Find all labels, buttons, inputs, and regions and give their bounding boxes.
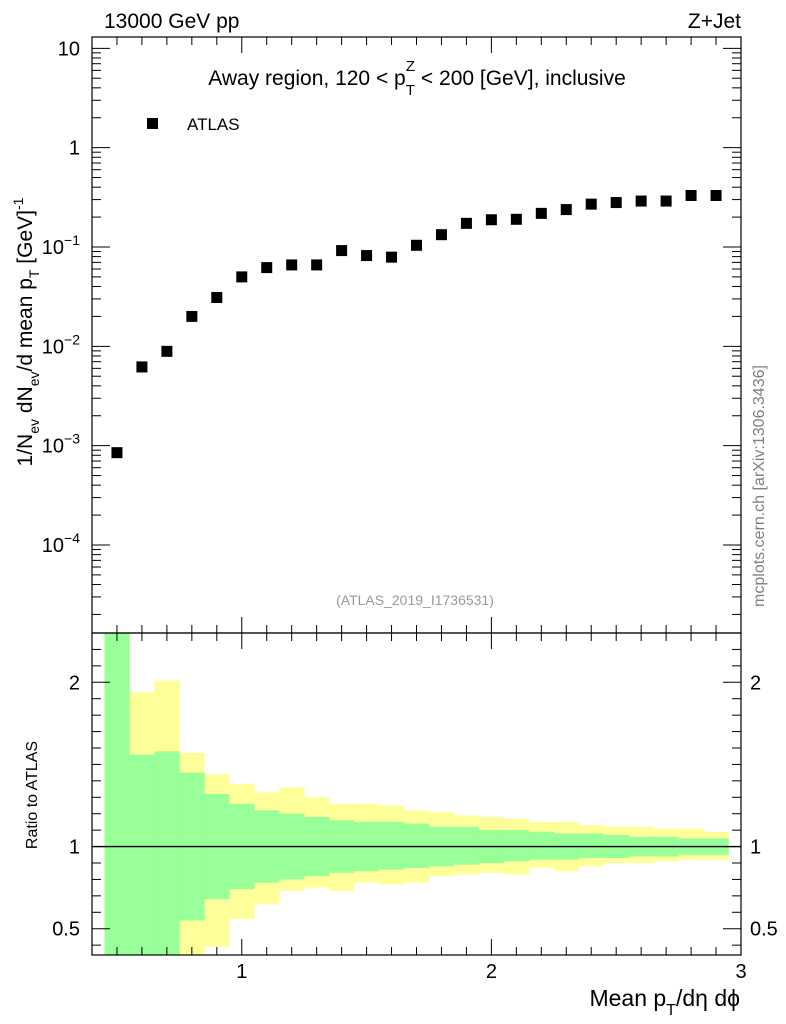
header-process-label: Z+Jet xyxy=(688,10,741,33)
x-tick-label: 2 xyxy=(486,961,497,983)
side-watermark: mcplots.cern.ch [arXiv:1306.3436] xyxy=(751,365,768,607)
inner-band-bin xyxy=(528,831,555,860)
ratio-y-tick-label-right: 1 xyxy=(750,837,761,859)
inner-band-bin xyxy=(379,821,405,870)
data-point xyxy=(286,259,298,271)
data-points xyxy=(111,189,722,459)
ratio-y-tick-label-left: 0.5 xyxy=(52,919,80,941)
data-point xyxy=(386,251,398,263)
tick-labels: 10 1 10−1 10−2 10−3 10−4 2 2 1 1 0.5 0.5 1 2 3 xyxy=(42,38,778,983)
x-tick-label: 3 xyxy=(735,961,746,983)
axes xyxy=(91,36,742,956)
analysis-id: (ATLAS_2019_I1736531) xyxy=(336,592,494,608)
data-point xyxy=(460,217,472,229)
legend-marker xyxy=(147,118,158,129)
data-point xyxy=(411,239,422,251)
x-axis-label: Mean pT/dη dϕ xyxy=(589,985,740,1019)
ratio-y-tick-label-right: 0.5 xyxy=(750,919,778,941)
inner-band-bin xyxy=(104,633,130,955)
inner-band-bin xyxy=(578,833,605,859)
data-point xyxy=(336,245,348,257)
inner-band-bin xyxy=(404,823,430,868)
inner-band-bin xyxy=(453,826,480,865)
ratio-y-tick-label-left: 1 xyxy=(69,837,80,859)
data-point xyxy=(136,361,148,373)
data-point xyxy=(361,250,373,262)
main-y-tick-label: 10−1 xyxy=(42,232,80,259)
main-y-tick-label: 10−2 xyxy=(42,331,80,358)
data-point xyxy=(161,345,173,357)
data-point xyxy=(710,189,722,201)
data-point xyxy=(435,229,447,241)
inner-band-bin xyxy=(154,751,180,955)
data-point xyxy=(610,197,622,209)
data-point xyxy=(660,195,672,207)
legend: ATLAS xyxy=(147,115,240,134)
data-point xyxy=(261,262,273,274)
data-point xyxy=(111,447,123,459)
data-point xyxy=(485,214,497,226)
data-point xyxy=(685,189,697,201)
ratio-y-tick-label-right: 2 xyxy=(750,672,761,694)
inner-band-bin xyxy=(129,754,155,955)
data-point xyxy=(186,310,198,322)
inner-band-bin xyxy=(503,830,530,862)
data-point xyxy=(311,259,323,271)
ratio-y-tick-label-left: 2 xyxy=(69,672,80,694)
ratio-y-axis-label: Ratio to ATLAS xyxy=(24,741,41,849)
main-y-tick-label: 10−3 xyxy=(42,431,80,458)
data-point xyxy=(585,198,597,210)
main-y-tick-label: 10 xyxy=(58,38,80,60)
plot-title: Away region, 120 < pTZ < 200 [GeV], incl… xyxy=(208,58,626,99)
data-point xyxy=(535,207,547,219)
legend-label-atlas: ATLAS xyxy=(187,115,240,134)
data-point xyxy=(560,204,572,216)
main-y-tick-label: 1 xyxy=(69,138,80,160)
data-point xyxy=(211,292,223,304)
main-y-tick-label: 10−4 xyxy=(42,530,80,557)
x-tick-label: 1 xyxy=(236,961,247,983)
data-point xyxy=(510,213,522,225)
header-energy-label: 13000 GeV pp xyxy=(104,10,239,33)
data-point xyxy=(635,195,647,207)
data-point xyxy=(236,271,248,283)
